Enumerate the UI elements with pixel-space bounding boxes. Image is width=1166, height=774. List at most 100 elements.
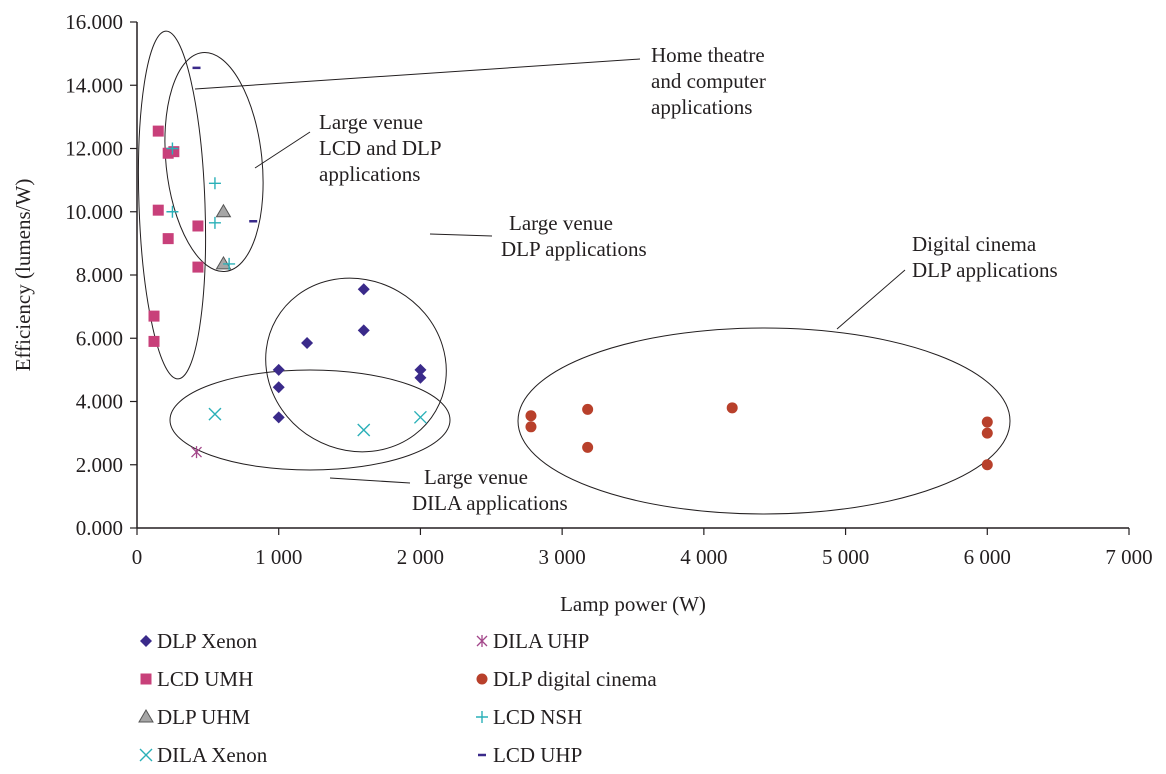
y-tick-label: 8.000 — [76, 263, 123, 287]
data-point — [166, 142, 179, 155]
x-tick-label: 6 000 — [964, 545, 1011, 569]
data-point — [414, 371, 427, 384]
data-point — [215, 255, 232, 270]
data-point — [223, 257, 236, 270]
y-tick-label: 4.000 — [76, 390, 123, 414]
data-point — [162, 233, 174, 245]
x-tick-label: 2 000 — [397, 545, 444, 569]
y-tick-label: 0.000 — [76, 516, 123, 540]
data-point — [357, 324, 370, 337]
legend-marker — [140, 673, 152, 685]
data-point — [192, 220, 204, 232]
series-dila-uhp — [191, 446, 202, 459]
home-theatre-leader — [194, 58, 641, 90]
y-axis-title: Efficiency (lumens/W) — [11, 179, 35, 372]
data-point — [208, 216, 221, 229]
series-lcd-uhp — [192, 66, 258, 223]
data-point — [168, 146, 180, 158]
legend-label: LCD NSH — [493, 705, 582, 729]
digital-cinema-ellipse — [517, 327, 1011, 515]
legend-marker — [476, 673, 488, 685]
data-point — [414, 363, 427, 376]
legend-label: DLP Xenon — [157, 629, 258, 653]
legend-marker — [476, 711, 488, 723]
data-point — [191, 446, 202, 459]
x-tick-label: 7 000 — [1105, 545, 1152, 569]
y-tick-label: 10.000 — [65, 200, 123, 224]
data-point — [726, 402, 738, 414]
x-axis-title: Lamp power (W) — [560, 592, 706, 616]
legend-item-lcd-uhp: LCD UHP — [478, 743, 582, 767]
legend-item-dlp-xenon: DLP Xenon — [140, 629, 258, 653]
data-point — [413, 410, 427, 424]
x-axis-ticks: 0 1 000 2 000 3 000 4 000 5 000 6 000 7 000 — [132, 528, 1153, 569]
legend-item-lcd-nsh: LCD NSH — [476, 705, 582, 729]
series-dlp-uhm — [215, 203, 232, 270]
data-point — [525, 421, 537, 433]
home-theatre-label: Home theatre and computer applications — [651, 43, 771, 119]
legend-label: LCD UHP — [493, 743, 582, 767]
y-tick-label: 16.000 — [65, 10, 123, 34]
data-point — [166, 205, 179, 218]
digital-cinema-label: Digital cinema DLP applications — [912, 232, 1058, 282]
y-tick-label: 2.000 — [76, 453, 123, 477]
legend-marker — [139, 748, 153, 762]
legend: DLP Xenon LCD UMH DLP UHM DILA Xenon DILA UH… — [138, 629, 657, 767]
data-point — [981, 416, 993, 428]
data-point — [208, 177, 221, 190]
series-lcd-nsh — [166, 142, 236, 270]
lcd-dlp-label: Large venue LCD and DLP applications — [319, 110, 446, 186]
legend-item-lcd-umh: LCD UMH — [140, 667, 253, 691]
data-point — [582, 441, 594, 453]
legend-label: DLP UHM — [157, 705, 250, 729]
data-point — [981, 427, 993, 439]
dlp-venue-label: Large venue DLP applications — [501, 211, 647, 261]
y-tick-label: 6.000 — [76, 326, 123, 350]
group-outlines — [137, 30, 1011, 515]
y-tick-label: 12.000 — [65, 137, 123, 161]
legend-label: DILA UHP — [493, 629, 589, 653]
x-tick-label: 5 000 — [822, 545, 869, 569]
data-point — [192, 261, 204, 273]
data-point — [981, 459, 993, 471]
annotations: Home theatre and computer applications L… — [319, 43, 1058, 515]
data-point — [162, 147, 174, 159]
legend-item-dlp-digital-cinema: DLP digital cinema — [476, 667, 657, 691]
legend-marker — [138, 709, 154, 723]
data-point — [272, 363, 285, 376]
legend-marker — [140, 635, 152, 647]
data-point — [152, 204, 164, 216]
x-tick-label: 3 000 — [539, 545, 586, 569]
legend-item-dila-xenon: DILA Xenon — [139, 743, 268, 767]
data-point — [301, 336, 314, 349]
dila-ellipse — [169, 369, 451, 471]
home-theatre-ellipse — [137, 30, 207, 380]
legend-item-dila-uhp: DILA UHP — [476, 629, 589, 653]
legend-marker — [476, 635, 488, 647]
legend-label: DLP digital cinema — [493, 667, 657, 691]
y-tick-label: 14.000 — [65, 73, 123, 97]
series-dlp-xenon — [272, 283, 427, 424]
data-point — [525, 410, 537, 422]
x-tick-label: 0 — [132, 545, 143, 569]
x-tick-label: 1 000 — [255, 545, 302, 569]
legend-item-dlp-uhm: DLP UHM — [138, 705, 250, 729]
dila-label: Large venue DILA applications — [412, 465, 568, 515]
data-point — [582, 403, 594, 415]
series-lcd-umh — [148, 125, 204, 347]
legend-label: LCD UMH — [157, 667, 253, 691]
dila-leader — [329, 477, 411, 484]
data-point — [148, 310, 160, 322]
data-point — [272, 411, 285, 424]
dlp-large-venue-ellipse — [265, 277, 447, 453]
series-dlp-digital-cinema — [525, 402, 993, 471]
dlp-venue-leader — [429, 233, 493, 237]
series-dila-xenon — [208, 407, 427, 437]
data-point — [152, 125, 164, 137]
data-point — [215, 203, 232, 218]
y-axis-ticks: 0.000 2.000 4.000 6.000 8.000 10.000 12.000 14.… — [65, 10, 137, 540]
data-point — [357, 423, 371, 437]
legend-label: DILA Xenon — [157, 743, 268, 767]
data-point — [148, 335, 160, 347]
